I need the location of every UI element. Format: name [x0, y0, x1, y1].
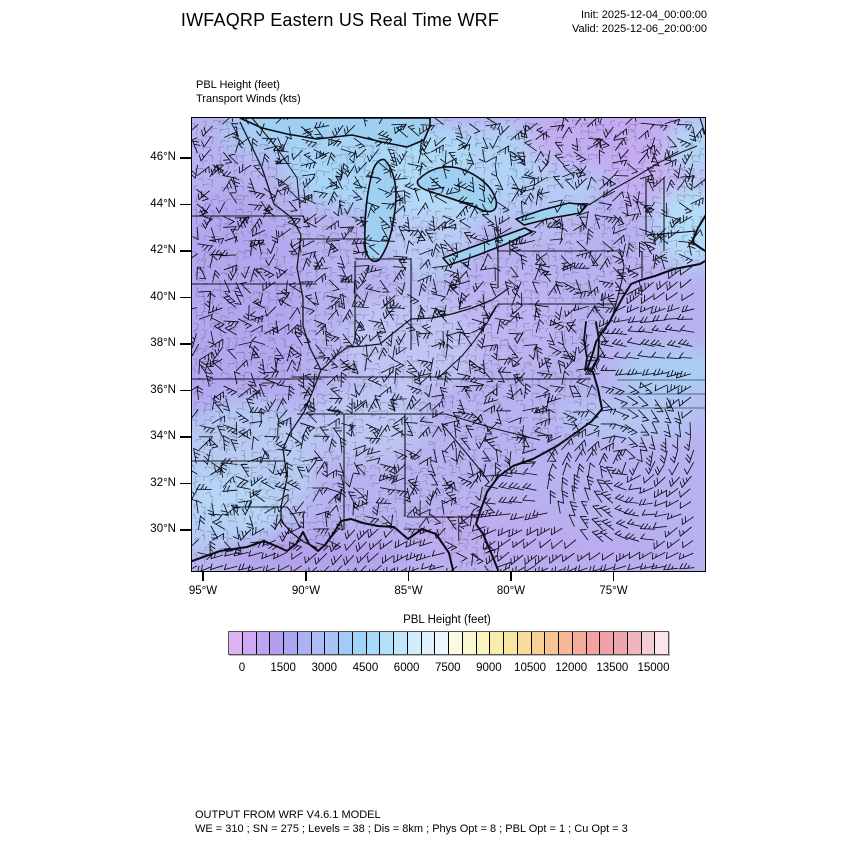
- lon-tick-label: 75°W: [599, 585, 628, 597]
- lon-tick: [407, 571, 410, 581]
- colorbar-cell: [600, 632, 614, 654]
- colorbar-cell: [545, 632, 559, 654]
- lat-tick: [180, 343, 191, 345]
- colorbar-cell: [229, 632, 243, 654]
- colorbar-tick-label: 0: [238, 662, 246, 674]
- colorbar-cell: [641, 632, 656, 654]
- colorbar-cell: [421, 632, 436, 654]
- lat-tick: [180, 250, 191, 252]
- colorbar-cell: [572, 632, 587, 654]
- lon-tick-label: 95°W: [188, 585, 218, 597]
- init-time: Init: 2025-12-04_00:00:00: [581, 9, 707, 21]
- lat-tick: [180, 203, 191, 206]
- lat-tick-label: 42°N: [150, 244, 176, 256]
- colorbar-title: PBL Height (feet): [403, 614, 491, 626]
- lat-tick-label: 34°N: [150, 430, 176, 442]
- colorbar-cell: [325, 632, 339, 654]
- colorbar-cell: [559, 632, 573, 654]
- colorbar-cell: [339, 632, 353, 654]
- colorbar-cell: [614, 632, 628, 654]
- colorbar-cell: [531, 632, 546, 654]
- lat-tick: [180, 389, 191, 392]
- lon-tick: [202, 571, 204, 581]
- lon-tick-label: 85°W: [394, 585, 423, 597]
- field-label: PBL Height (feet): [196, 79, 280, 91]
- colorbar-cell: [256, 632, 271, 654]
- colorbar-cell: [242, 632, 257, 654]
- lat-tick-label: 40°N: [150, 290, 176, 303]
- colorbar-tick-label: 1500: [270, 662, 296, 674]
- lat-tick: [180, 157, 191, 159]
- colorbar-cell: [655, 632, 668, 654]
- lat-tick-label: 38°N: [150, 337, 176, 349]
- colorbar-tick-label: 3000: [311, 662, 338, 674]
- colorbar-cell: [462, 632, 477, 654]
- lat-tick: [180, 482, 191, 485]
- colorbar-tick-label: 15000: [637, 662, 670, 674]
- colorbar: [228, 631, 669, 655]
- colorbar-cell: [297, 632, 312, 654]
- colorbar-cell: [476, 632, 491, 654]
- colorbar-cell: [435, 632, 449, 654]
- colorbar-cell: [394, 632, 408, 654]
- lon-tick: [305, 571, 307, 581]
- colorbar-tick-label: 7500: [434, 662, 461, 674]
- colorbar-cell: [407, 632, 422, 654]
- wind-label: Transport Winds (kts): [196, 93, 301, 105]
- lat-tick: [180, 436, 191, 438]
- colorbar-tick-label: 9000: [476, 662, 502, 674]
- colorbar-cell: [270, 632, 284, 654]
- colorbar-cell: [380, 632, 394, 654]
- plot-variable-labels: PBL Height (feet) Transport Winds (kts): [196, 78, 301, 106]
- colorbar-cell: [586, 632, 601, 654]
- footer-model-info: OUTPUT FROM WRF V4.6.1 MODEL WE = 310 ; …: [195, 809, 628, 836]
- colorbar-cell: [490, 632, 504, 654]
- colorbar-tick-label: 10500: [514, 662, 547, 674]
- colorbar-tick-label: 4500: [352, 662, 379, 674]
- colorbar-cell: [366, 632, 381, 654]
- map-frame: [191, 117, 706, 572]
- colorbar-tick-label: 6000: [393, 662, 420, 674]
- colorbar-cell: [352, 632, 367, 654]
- colorbar-cell: [517, 632, 532, 654]
- colorbar-tick-label: 12000: [555, 662, 588, 674]
- lat-tick-label: 44°N: [150, 197, 176, 210]
- lon-tick: [510, 571, 512, 581]
- footer-line2: WE = 310 ; SN = 275 ; Levels = 38 ; Dis …: [195, 822, 628, 835]
- footer-line1: OUTPUT FROM WRF V4.6.1 MODEL: [195, 809, 381, 821]
- colorbar-cell: [284, 632, 298, 654]
- colorbar-cell: [504, 632, 518, 654]
- wind-barb-canvas: [192, 118, 705, 571]
- lat-tick-label: 46°N: [150, 151, 176, 163]
- lon-tick-label: 80°W: [496, 585, 526, 597]
- page-title: IWFAQRP Eastern US Real Time WRF: [180, 10, 500, 30]
- colorbar-cell: [627, 632, 642, 654]
- lat-tick: [180, 529, 191, 531]
- colorbar-tick-label: 13500: [596, 662, 629, 674]
- colorbar-cell: [311, 632, 326, 654]
- lat-tick: [180, 296, 191, 299]
- lat-tick-label: 32°N: [150, 476, 176, 489]
- lat-tick-label: 30°N: [150, 523, 176, 535]
- colorbar-cell: [449, 632, 463, 654]
- lat-tick-label: 36°N: [150, 383, 176, 396]
- lon-tick: [612, 571, 615, 581]
- valid-time: Valid: 2025-12-06_20:00:00: [572, 22, 707, 35]
- lon-tick-label: 90°W: [291, 585, 321, 597]
- run-times: Init: 2025-12-04_00:00:00 Valid: 2025-12…: [572, 9, 707, 36]
